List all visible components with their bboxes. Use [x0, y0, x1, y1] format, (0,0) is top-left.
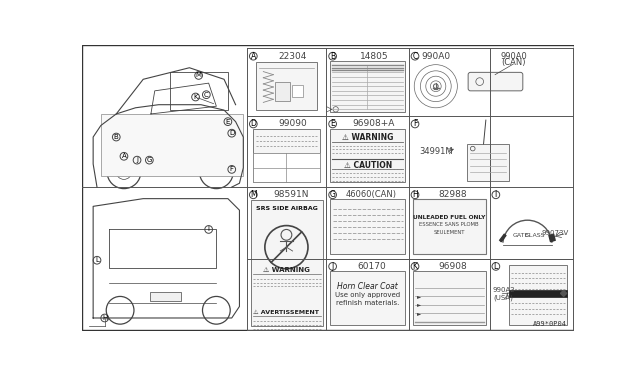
Bar	[251, 200, 323, 326]
Text: GATE: GATE	[513, 233, 529, 238]
Text: M: M	[196, 73, 202, 78]
Text: J: J	[136, 157, 138, 163]
Text: E: E	[226, 119, 230, 125]
Text: 34991M: 34991M	[419, 147, 452, 156]
Text: 98591N: 98591N	[273, 190, 308, 199]
Text: D: D	[229, 130, 234, 136]
Text: 99090: 99090	[278, 119, 307, 128]
FancyBboxPatch shape	[468, 73, 523, 91]
Bar	[413, 199, 486, 254]
Bar	[275, 81, 291, 101]
Text: Horn Clear Coat: Horn Clear Coat	[337, 282, 397, 291]
Text: E: E	[330, 119, 335, 128]
Text: ⚠ AVERTISSEMENT: ⚠ AVERTISSEMENT	[253, 310, 319, 315]
Text: H: H	[412, 190, 418, 199]
Bar	[150, 292, 181, 301]
Bar	[257, 62, 317, 110]
Polygon shape	[549, 234, 555, 242]
Bar	[253, 153, 320, 183]
Text: 99073V: 99073V	[541, 230, 569, 236]
Text: 22304: 22304	[279, 52, 307, 61]
Text: A: A	[251, 52, 256, 61]
Polygon shape	[561, 290, 566, 296]
Text: UNLEADED FUEL ONLY: UNLEADED FUEL ONLY	[413, 215, 485, 219]
Text: refinish materials.: refinish materials.	[335, 300, 399, 307]
Bar	[330, 271, 405, 325]
Text: K: K	[193, 94, 198, 100]
Text: A: A	[122, 153, 126, 159]
Text: ESSENCE SANS PLOMB: ESSENCE SANS PLOMB	[419, 222, 479, 227]
Text: 60170: 60170	[357, 262, 386, 271]
Text: 46060(CAN): 46060(CAN)	[346, 190, 397, 199]
Text: C: C	[204, 92, 209, 98]
Text: SEULEMENT: SEULEMENT	[433, 230, 465, 235]
Text: 14805: 14805	[360, 52, 388, 61]
Text: 990A0: 990A0	[421, 52, 451, 61]
Bar	[330, 61, 405, 112]
Text: 96908: 96908	[439, 262, 467, 271]
Text: I: I	[495, 190, 497, 199]
Text: G: G	[330, 190, 335, 199]
Text: G: G	[147, 157, 152, 163]
Text: SRS SIDE AIRBAG: SRS SIDE AIRBAG	[256, 206, 317, 211]
Text: (CAN): (CAN)	[501, 58, 526, 67]
Text: L: L	[493, 262, 498, 271]
Bar	[413, 271, 486, 325]
Bar	[330, 129, 405, 183]
Bar	[509, 289, 568, 297]
Text: L: L	[95, 257, 99, 263]
Text: F: F	[230, 166, 234, 172]
Text: 990A0: 990A0	[500, 52, 527, 61]
Text: Use only approved: Use only approved	[335, 292, 400, 298]
Bar	[330, 199, 405, 254]
Text: B: B	[114, 134, 118, 140]
Text: GLASS: GLASS	[525, 233, 545, 238]
Text: D: D	[250, 119, 256, 128]
Bar	[509, 265, 568, 325]
Polygon shape	[500, 234, 506, 242]
Text: ⚠ WARNING: ⚠ WARNING	[342, 133, 394, 142]
Text: ►: ►	[417, 311, 421, 316]
Text: A99*0P04: A99*0P04	[532, 321, 566, 327]
Text: ⚠ CAUTION: ⚠ CAUTION	[344, 161, 392, 170]
Text: C: C	[412, 52, 418, 61]
Text: M: M	[250, 190, 257, 199]
Text: I: I	[207, 227, 210, 232]
Text: 82988: 82988	[439, 190, 467, 199]
Text: 96908+A: 96908+A	[353, 119, 395, 128]
Text: ►: ►	[417, 302, 421, 307]
Text: F: F	[413, 119, 417, 128]
Bar	[467, 144, 509, 181]
Text: K: K	[413, 262, 417, 271]
Bar	[170, 71, 228, 110]
Text: ⚠ WARNING: ⚠ WARNING	[263, 267, 310, 273]
Bar	[292, 86, 303, 97]
Text: B: B	[330, 52, 335, 61]
Text: 990A2
(USA): 990A2 (USA)	[492, 287, 515, 301]
Text: H: H	[102, 315, 108, 321]
Text: ►: ►	[417, 294, 421, 299]
Text: J: J	[332, 262, 333, 271]
Bar	[101, 114, 243, 176]
Bar	[253, 129, 320, 183]
